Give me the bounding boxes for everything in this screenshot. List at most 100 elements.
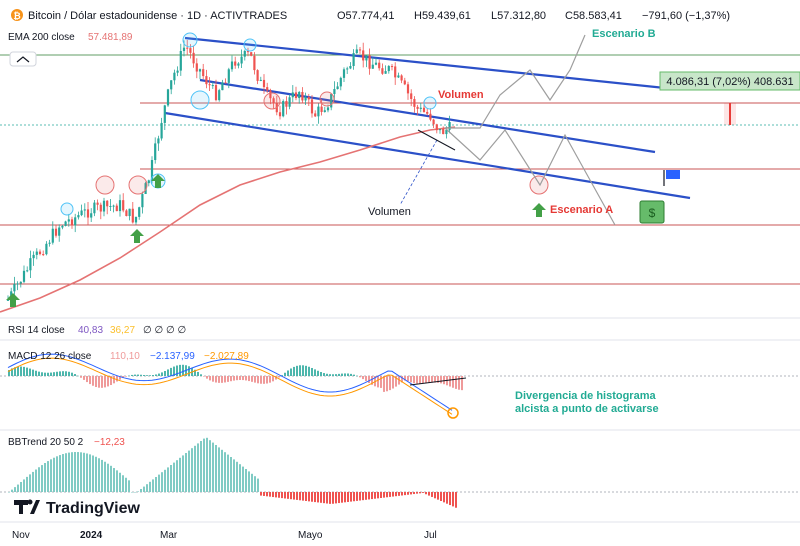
macd-histogram-bar	[194, 369, 196, 376]
macd-histogram-bar	[329, 374, 331, 376]
ema-legend-label[interactable]: EMA 200 close	[8, 32, 75, 43]
money-icon[interactable]	[639, 200, 665, 224]
candle-body	[358, 49, 362, 51]
candle-body	[250, 52, 253, 56]
bbtrend-histogram-bar	[284, 492, 286, 499]
candle-body	[154, 143, 157, 161]
macd-histogram-bar	[389, 376, 391, 391]
rsi-legend-label[interactable]: RSI 14 close	[8, 325, 65, 336]
macd-line[interactable]	[7, 353, 453, 411]
bbtrend-histogram-bar	[83, 452, 85, 492]
macd-histogram-bar	[404, 376, 406, 381]
channel-top-line[interactable]	[184, 36, 666, 90]
macd-legend-label[interactable]: MACD 12 26 close	[8, 351, 92, 362]
candle-body	[67, 219, 70, 222]
time-axis[interactable]: Nov 2024 Mar Mayo Jul	[12, 530, 437, 541]
scenario-a-path[interactable]	[444, 127, 616, 226]
ema-200-line[interactable]	[0, 126, 456, 313]
bbtrend-histogram-bar	[155, 477, 157, 492]
candles[interactable]	[6, 39, 451, 304]
macd-histogram-bar	[8, 370, 10, 376]
macd-histogram-bar	[68, 371, 70, 376]
flag-icon[interactable]	[666, 170, 680, 179]
bbtrend-legend[interactable]: BBTrend 20 50 2 −12,23	[8, 437, 125, 448]
chevron-up-icon	[16, 56, 30, 63]
candle-body	[390, 66, 394, 68]
bbtrend-histogram-bar	[392, 492, 394, 497]
macd-histogram-bar	[386, 376, 388, 392]
channel-bottom-line[interactable]	[164, 111, 691, 200]
measure-label: 4.086,31 (7,02%) 408.631	[666, 76, 793, 88]
bbtrend-histogram-bar	[176, 460, 178, 492]
candle-body	[237, 63, 240, 66]
macd-histogram-bar	[176, 365, 178, 376]
candle-body	[406, 84, 410, 94]
macd-legend-value-2: −2.137,99	[150, 351, 195, 362]
candle-body	[387, 66, 390, 72]
macd-histogram-bar	[65, 371, 67, 376]
macd-histogram-bar	[137, 374, 139, 376]
candle-body	[339, 77, 342, 87]
candle-body	[346, 68, 349, 70]
bbtrend-histogram-bar	[161, 472, 163, 492]
bbtrend-legend-label[interactable]: BBTrend 20 50 2	[8, 437, 84, 448]
macd-histogram-bar	[368, 376, 370, 384]
swing-circle	[529, 175, 549, 195]
bbtrend-histogram-bar	[26, 476, 28, 492]
macd-legend[interactable]: MACD 12 26 close 110,10 −2.137,99 −2.027…	[8, 351, 249, 362]
candle-body	[330, 94, 333, 108]
candle-body	[77, 215, 80, 218]
histogram-divergence-line[interactable]	[409, 377, 467, 386]
bbtrend-histogram-bar	[89, 454, 91, 492]
bbtrend-histogram-bar	[209, 440, 211, 492]
rsi-legend[interactable]: RSI 14 close 40,83 36,27 ∅ ∅ ∅ ∅	[8, 325, 186, 336]
ohlc-high: H59.439,61	[414, 10, 471, 22]
macd-histogram[interactable]	[8, 364, 463, 392]
bbtrend-histogram[interactable]	[8, 437, 457, 508]
candle-body	[26, 270, 29, 272]
bbtrend-histogram-bar	[98, 458, 100, 492]
candle-body	[186, 47, 189, 49]
macd-histogram-bar	[167, 369, 169, 376]
channel-mid-line[interactable]	[199, 78, 656, 154]
macd-histogram-bar	[158, 373, 160, 376]
macd-histogram-bar	[26, 367, 28, 376]
candle-body	[355, 49, 358, 54]
bbtrend-histogram-bar	[11, 489, 13, 492]
ema-legend[interactable]: EMA 200 close 57.481,89	[8, 32, 133, 43]
macd-histogram-bar	[371, 376, 373, 385]
macd-histogram-bar	[59, 371, 61, 376]
macd-histogram-bar	[266, 376, 268, 384]
collapse-legend-button[interactable]	[9, 51, 37, 67]
macd-histogram-bar	[350, 373, 352, 376]
candle-body	[317, 106, 320, 117]
bbtrend-histogram-bar	[365, 492, 367, 500]
bbtrend-histogram-bar	[128, 480, 130, 492]
bbtrend-histogram-bar	[80, 452, 82, 492]
bbtrend-histogram-bar	[341, 492, 343, 503]
bbtrend-histogram-bar	[242, 466, 244, 492]
scenario-b-path[interactable]	[445, 34, 586, 129]
bbtrend-histogram-bar	[353, 492, 355, 502]
bbtrend-histogram-bar	[218, 447, 220, 492]
symbol-title[interactable]: Bitcoin / Dólar estadounidense · 1D · AC…	[28, 10, 287, 22]
bbtrend-histogram-bar	[71, 452, 73, 492]
candle-body	[141, 194, 144, 208]
tradingview-logo-icon	[14, 500, 40, 514]
bbtrend-histogram-bar	[293, 492, 295, 500]
bbtrend-histogram-bar	[308, 492, 310, 502]
candle-body	[102, 200, 106, 212]
time-axis-label-nov: Nov	[12, 530, 30, 541]
volume-arrow-line[interactable]	[399, 139, 438, 206]
measure-box[interactable]	[659, 71, 800, 91]
volume-trendline[interactable]	[417, 129, 456, 151]
macd-signal-line[interactable]	[7, 357, 453, 415]
tradingview-logo[interactable]: TradingView	[14, 499, 141, 518]
macd-histogram-bar	[272, 376, 274, 382]
bbtrend-histogram-bar	[170, 465, 172, 492]
macd-histogram-bar	[149, 375, 151, 376]
candle-body	[80, 210, 83, 216]
scenario-paths[interactable]	[444, 34, 616, 226]
bbtrend-histogram-bar	[152, 479, 154, 492]
